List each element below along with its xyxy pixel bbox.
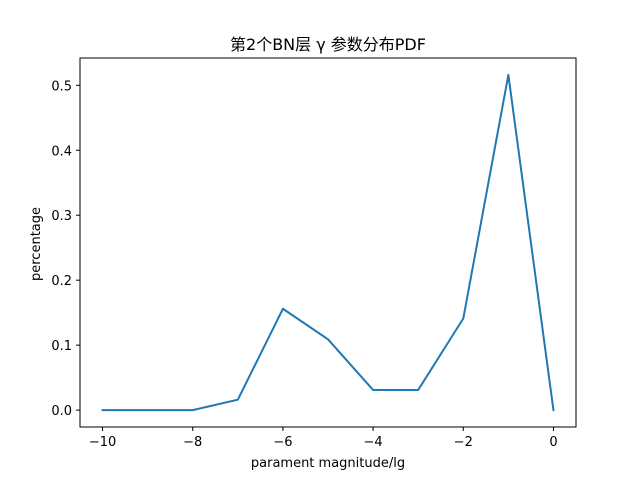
x-axis: −10 −8 −6 −4 −2 0 (89, 427, 558, 450)
y-tick-label: 0.0 (51, 404, 72, 419)
chart-title: 第2个BN层 γ 参数分布PDF (230, 35, 426, 54)
series-layer (101, 73, 555, 412)
x-tick-label: −2 (454, 435, 473, 450)
y-tick-label: 0.1 (51, 339, 72, 354)
y-tick-label: 0.3 (51, 209, 72, 224)
y-axis: 0.0 0.1 0.2 0.3 0.4 0.5 (51, 79, 80, 419)
axes-frame (79, 57, 577, 428)
x-tick-label: −6 (273, 435, 292, 450)
y-axis-label: percentage (29, 207, 44, 281)
series-line (101, 73, 555, 412)
y-tick-label: 0.4 (51, 144, 72, 159)
x-tick-label: 0 (549, 435, 557, 450)
x-tick-label: −8 (183, 435, 202, 450)
y-tick-label: 0.5 (51, 79, 72, 94)
x-tick-label: −4 (364, 435, 383, 450)
x-axis-label: parament magnitude/lg (251, 456, 405, 471)
plot-area (79, 57, 577, 428)
y-tick-label: 0.2 (51, 274, 72, 289)
x-tick-label: −10 (89, 435, 116, 450)
